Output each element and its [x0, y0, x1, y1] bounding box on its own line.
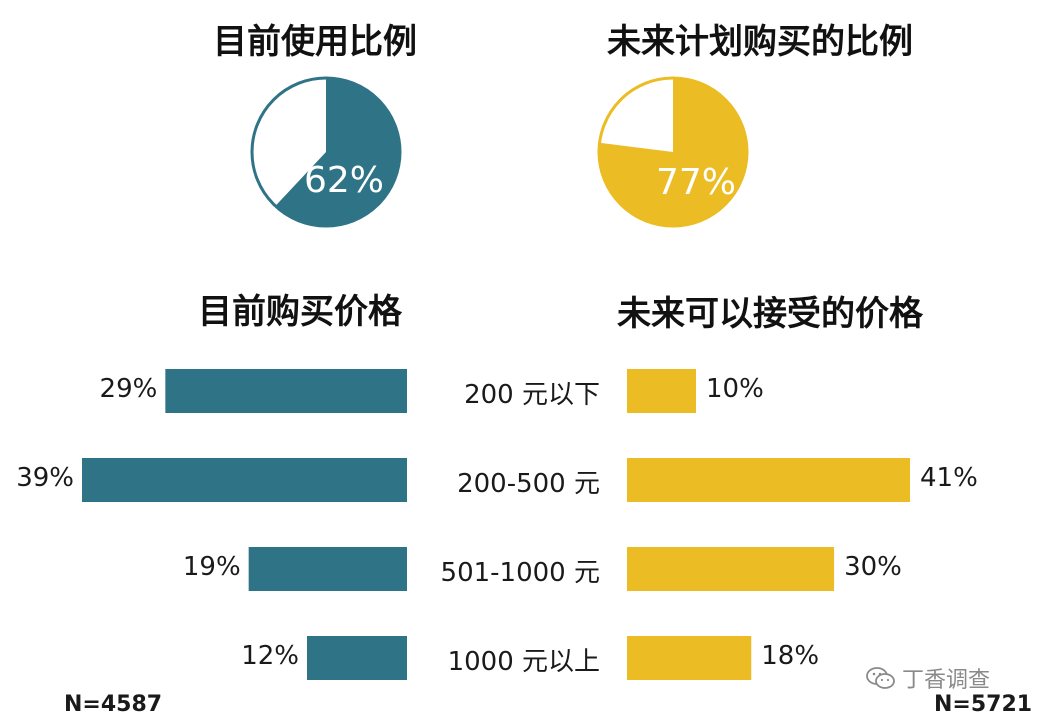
bar-future-value-label: 18% [761, 641, 820, 671]
pie-main-slice [599, 78, 748, 226]
bar-current-1 [82, 458, 407, 502]
pie-current-value-label: 62% [304, 160, 385, 201]
bars-future [627, 369, 910, 680]
bar-current-value-label: 39% [16, 463, 74, 493]
pie-current [250, 76, 402, 228]
wechat-icon [866, 666, 896, 690]
pie-current-title: 目前使用比例 [213, 22, 417, 62]
watermark: 丁香调查 [866, 662, 990, 694]
bar-current-value-label: 19% [182, 552, 241, 582]
n-future-note: N=5721 [934, 692, 1033, 717]
bar-future-title: 未来可以接受的价格 [617, 294, 923, 334]
bar-future-value-label: 10% [706, 374, 764, 404]
bar-future-3 [627, 636, 752, 680]
pie-main-slice [275, 78, 400, 226]
bar-future-2 [627, 547, 835, 591]
bar-future-0 [627, 369, 697, 413]
n-current-note: N=4587 [64, 692, 163, 717]
category-label: 501-1000 元 [440, 558, 600, 588]
bar-future-value-label: 30% [844, 552, 902, 582]
category-label: 200-500 元 [457, 469, 600, 499]
bar-current-value-label: 12% [241, 641, 299, 671]
watermark-text: 丁香调查 [902, 668, 991, 693]
bars-current [82, 369, 407, 680]
bar-current-value-label: 29% [99, 374, 158, 404]
bar-current-3 [307, 636, 407, 680]
pie-future-value-label: 77% [656, 162, 737, 203]
bar-future-value-label: 41% [920, 463, 978, 493]
bar-future-1 [627, 458, 910, 502]
bar-current-0 [165, 369, 407, 413]
pie-future [597, 76, 749, 228]
bar-current-title: 目前购买价格 [198, 292, 402, 332]
pie-future-title: 未来计划购买的比例 [607, 22, 913, 62]
bar-current-2 [248, 547, 407, 591]
category-label: 1000 元以上 [447, 647, 600, 677]
category-label: 200 元以下 [464, 380, 600, 410]
